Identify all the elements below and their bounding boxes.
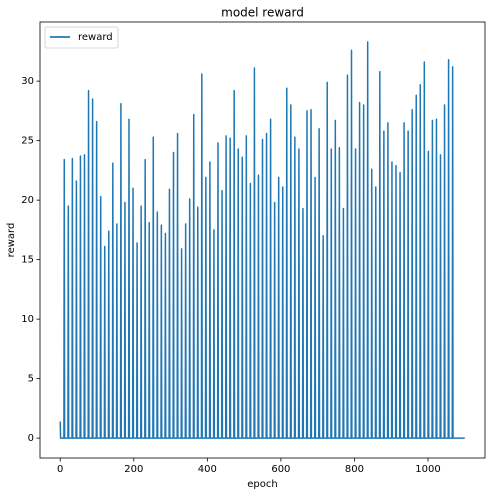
x-tick-label: 1000 [415, 464, 440, 475]
x-tick-label: 400 [198, 464, 217, 475]
y-tick-label: 5 [28, 374, 34, 385]
x-tick-label: 200 [124, 464, 143, 475]
line [59, 41, 465, 439]
y-tick-label: 30 [21, 76, 34, 87]
x-axis-label: epoch [247, 479, 277, 490]
chart-title: model reward [221, 6, 304, 20]
y-tick-label: 0 [28, 433, 34, 444]
y-tick-label: 25 [21, 136, 34, 147]
y-tick-label: 10 [21, 314, 34, 325]
axes-frame [39, 21, 486, 459]
y-tick-label: 20 [21, 195, 34, 206]
x-tick-label: 600 [271, 464, 290, 475]
legend-label: reward [78, 32, 113, 43]
y-tick-label: 15 [21, 255, 34, 266]
y-axis-label: reward [6, 223, 17, 258]
x-tick-label: 0 [57, 464, 63, 475]
legend-box [44, 26, 119, 49]
x-tick-label: 800 [345, 464, 364, 475]
